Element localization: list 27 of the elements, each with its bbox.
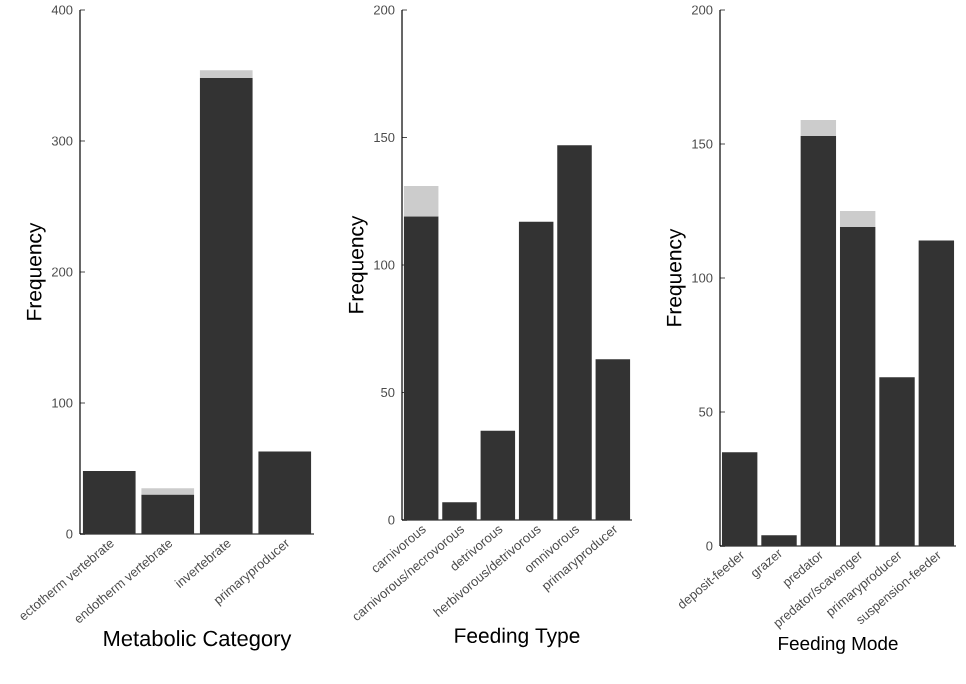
bar <box>403 185 439 217</box>
bar <box>82 471 136 534</box>
y-axis-title: Frequency <box>348 215 368 313</box>
bar <box>199 78 253 534</box>
bar <box>518 221 554 520</box>
bar <box>879 377 915 546</box>
bar <box>557 145 592 520</box>
bar <box>800 135 837 546</box>
bar <box>442 502 477 520</box>
bar <box>141 494 195 534</box>
bar <box>761 535 797 546</box>
y-axis-title: Frequency <box>666 228 686 326</box>
y-axis-title: Frequency <box>26 222 46 320</box>
x-axis-title: Metabolic Category <box>104 630 292 651</box>
bar <box>800 119 837 136</box>
bar <box>918 240 955 546</box>
bar <box>595 359 631 520</box>
x-axis-title: Feeding Mode <box>779 636 898 654</box>
bar <box>403 216 439 520</box>
bar <box>199 70 253 79</box>
bar <box>839 227 876 546</box>
bar <box>258 451 312 534</box>
bar <box>480 430 516 520</box>
bar <box>721 452 758 546</box>
bar <box>141 488 195 495</box>
x-axis-title: Feeding Type <box>455 627 580 648</box>
bar <box>839 211 876 228</box>
